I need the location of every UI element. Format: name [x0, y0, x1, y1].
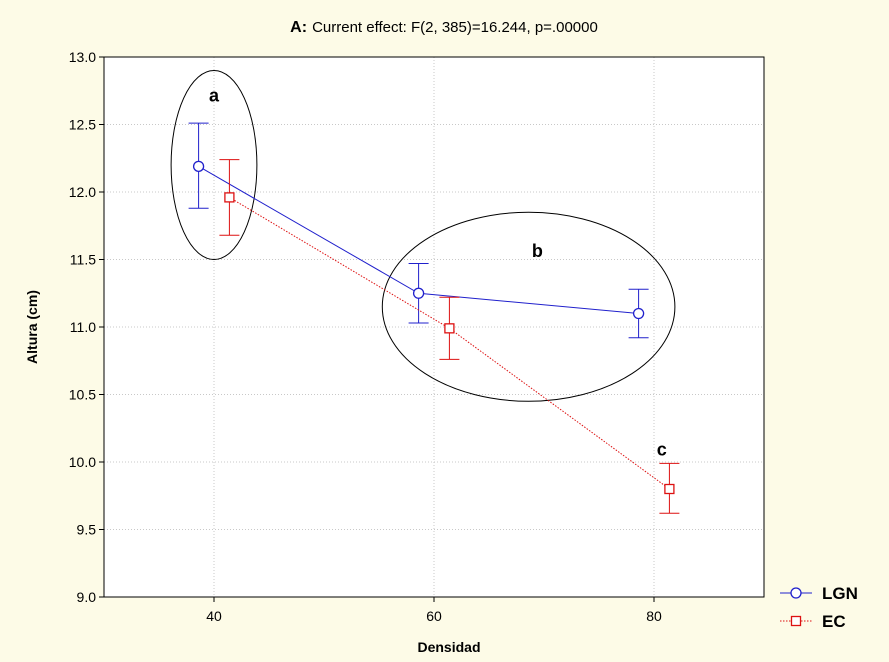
- legend-item-ec: EC: [780, 612, 846, 631]
- y-tick-label: 11.5: [70, 252, 96, 268]
- y-tick-label: 11.0: [70, 319, 96, 335]
- legend-marker: [790, 615, 802, 627]
- group-label-a: a: [209, 86, 220, 106]
- y-tick-label: 12.0: [69, 184, 96, 200]
- series-ec: [219, 159, 680, 514]
- y-axis-label: Altura (cm): [24, 290, 40, 364]
- y-tick-label: 10.5: [69, 387, 96, 403]
- series-layer: [188, 122, 680, 514]
- x-tick-label: 60: [426, 608, 442, 624]
- group-ellipse-b: [381, 211, 676, 402]
- group-label-b: b: [532, 241, 543, 261]
- chart-title-prefix: A:: [290, 19, 307, 36]
- chart-title-text: Current effect: F(2, 385)=16.244, p=.000…: [312, 19, 598, 36]
- group-ellipse-a: [170, 70, 258, 260]
- y-tick-label: 9.5: [77, 522, 97, 538]
- legend-item-lgn: LGN: [780, 584, 858, 603]
- data-point: [412, 287, 425, 299]
- series-lgn: [188, 122, 649, 339]
- y-tick-label: 10.0: [69, 454, 96, 470]
- data-point: [632, 307, 645, 320]
- data-point: [224, 192, 235, 203]
- legend-label: EC: [822, 612, 846, 631]
- x-axis-label: Densidad: [417, 639, 480, 655]
- x-tick-label: 80: [646, 608, 662, 624]
- annotations: a b c: [209, 86, 667, 460]
- y-tick-label: 9.0: [77, 589, 97, 605]
- x-tick-label: 40: [206, 608, 222, 624]
- axes: 9.0 9.5 10.0 10.5 11.0 11.5 12.0 12.5 13.0 40 60 80: [69, 49, 662, 624]
- data-point: [444, 323, 455, 334]
- y-tick-label: 12.5: [69, 117, 96, 133]
- data-point: [664, 483, 675, 495]
- legend-label: LGN: [822, 584, 858, 603]
- legend: LGN EC: [780, 584, 858, 631]
- legend-marker: [790, 587, 802, 599]
- chart-title: A: Current effect: F(2, 385)=16.244, p=.0…: [290, 19, 598, 36]
- data-point: [192, 160, 205, 173]
- group-ellipses: [170, 70, 676, 402]
- y-tick-label: 13.0: [69, 49, 96, 65]
- group-label-c: c: [657, 439, 667, 459]
